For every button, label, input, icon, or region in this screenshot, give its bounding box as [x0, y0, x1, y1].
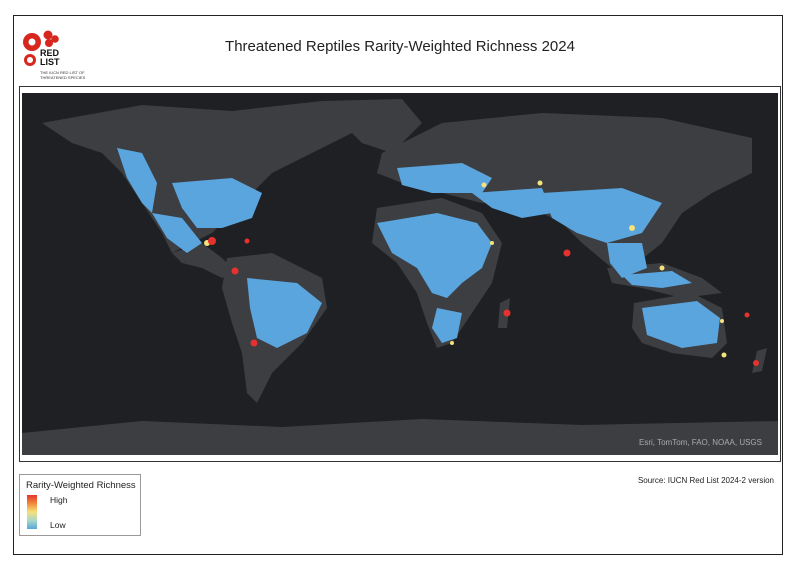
svg-text:RED: RED	[40, 48, 60, 58]
iucn-red-list-logo: RED LIST	[23, 30, 60, 67]
na-west-low	[117, 148, 157, 213]
africa-south-low	[432, 308, 462, 343]
mid-richness-spots	[204, 180, 727, 358]
logo-caption: THE IUCN RED LIST OF THREATENED SPECIES	[40, 70, 86, 80]
greenland-land	[322, 99, 422, 153]
source-note: Source: IUCN Red List 2024-2 version	[637, 476, 774, 485]
europe-low	[397, 163, 492, 193]
world-map-canvas: Esri, TomTom, FAO, NOAA, USGS	[22, 99, 778, 455]
map-attribution: Esri, TomTom, FAO, NOAA, USGS	[639, 438, 762, 447]
legend-low-label: Low	[50, 520, 66, 530]
middle-east-low	[472, 188, 552, 218]
world-map: Esri, TomTom, FAO, NOAA, USGS	[22, 93, 778, 455]
high-richness-spots	[208, 237, 759, 366]
legend: Rarity-Weighted Richness High Low	[19, 474, 141, 536]
na-east-low	[172, 178, 262, 228]
se-asia-low	[607, 243, 647, 278]
eurasia-land	[377, 113, 752, 268]
south-america-low	[247, 278, 322, 348]
africa-low	[377, 213, 492, 298]
mexico-low	[152, 213, 202, 253]
antarctica-land	[22, 419, 778, 455]
svg-text:LIST: LIST	[40, 57, 60, 67]
legend-color-ramp	[27, 495, 37, 529]
map-title: Threatened Reptiles Rarity-Weighted Rich…	[225, 38, 575, 55]
new-zealand-land	[752, 348, 767, 373]
north-america-land	[42, 101, 382, 253]
legend-title: Rarity-Weighted Richness	[26, 480, 136, 491]
australia-low	[642, 301, 720, 348]
low-richness-areas	[117, 148, 720, 348]
legend-high-label: High	[50, 495, 68, 505]
indonesia-low	[622, 271, 692, 288]
